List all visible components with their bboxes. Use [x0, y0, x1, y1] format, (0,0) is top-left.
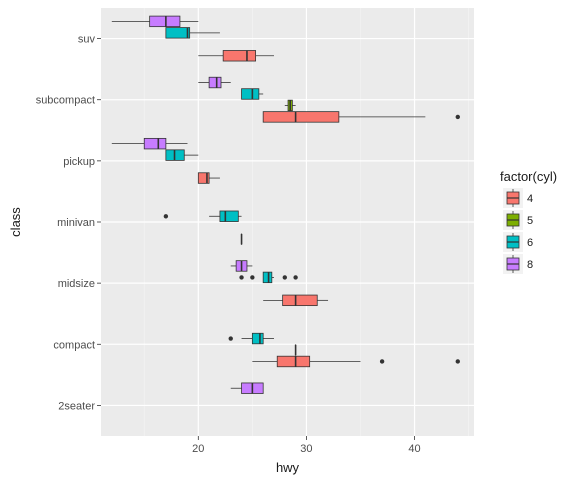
legend-label: 6: [527, 237, 533, 249]
box-suv-cyl8: [111, 15, 199, 28]
box-body: [149, 15, 181, 28]
legend-item-cyl5: 5: [503, 210, 533, 230]
y-tick-label: midsize: [58, 278, 95, 290]
box-body: [251, 332, 264, 345]
outlier-point: [282, 275, 287, 280]
box-compact-cyl6: [228, 332, 274, 345]
box-midsize-cyl8: [230, 260, 253, 272]
y-tick-label: pickup: [63, 156, 95, 168]
legend-title: factor(cyl): [500, 169, 557, 184]
x-axis-title: hwy: [276, 460, 300, 475]
legend-item-cyl6: 6: [503, 232, 533, 252]
legend-item-cyl8: 8: [503, 254, 533, 274]
outlier-point: [455, 114, 460, 120]
box-body: [282, 294, 318, 307]
outlier-point: [163, 214, 169, 219]
legend-entries: 4 5 6 8: [503, 188, 533, 274]
box-body: [276, 355, 311, 368]
y-axis: 2seater compact midsize minivan pickup subcom…: [36, 34, 101, 412]
legend-item-cyl4: 4: [503, 188, 533, 208]
boxes-layer: [111, 15, 460, 394]
box-compact-cyl4: [252, 355, 460, 368]
box-body: [208, 76, 222, 89]
watermark-text: 微信号: louwill12: [451, 450, 556, 465]
box-body: [222, 50, 257, 62]
x-tick-label: 40: [408, 443, 420, 455]
box-pickup-cyl6: [165, 149, 199, 161]
y-tick-label: 2seater: [58, 400, 95, 412]
box-2seater-cyl8: [230, 382, 264, 394]
box-pickup-cyl8: [111, 137, 188, 150]
wechat-icon: [424, 447, 446, 465]
legend-label: 5: [527, 215, 533, 227]
legend-label: 8: [527, 259, 533, 271]
box-suv-cyl4: [198, 50, 274, 62]
x-tick-label: 20: [192, 443, 204, 455]
y-tick-label: minivan: [57, 217, 95, 229]
outlier-point: [239, 275, 244, 280]
outlier-point: [455, 359, 460, 364]
box-body: [219, 210, 239, 222]
outlier-point: [379, 359, 385, 364]
box-subcompact-cyl6: [241, 88, 264, 100]
box-suv-cyl6: [165, 27, 220, 39]
box-midsize-cyl4: [263, 294, 329, 307]
box-subcompact-cyl5: [284, 99, 296, 112]
box-pickup-cyl4: [197, 172, 220, 184]
y-tick-label: suv: [78, 34, 96, 46]
box-midsize-cyl6: [239, 271, 298, 284]
box-body: [262, 111, 340, 123]
legend: factor(cyl) 4 5 6 8: [500, 169, 557, 274]
box-minivan-cyl6: [163, 210, 242, 222]
x-tick-label: 30: [300, 443, 312, 455]
box-body: [165, 27, 191, 39]
box-subcompact-cyl4: [262, 111, 460, 123]
x-axis: 20 30 40: [192, 436, 421, 455]
y-tick-label: subcompact: [36, 95, 95, 107]
box-body: [143, 137, 167, 150]
y-tick-label: compact: [53, 339, 95, 351]
box-body: [262, 271, 273, 284]
outlier-point: [250, 275, 255, 280]
box-body: [241, 88, 260, 100]
grid-major: [101, 8, 474, 436]
legend-label: 4: [527, 193, 533, 205]
box-body: [197, 172, 210, 184]
box-subcompact-cyl8: [198, 76, 231, 89]
watermark: 微信号: louwill12: [424, 447, 556, 465]
outlier-point: [293, 275, 298, 280]
outlier-point: [228, 336, 233, 341]
y-axis-title: class: [8, 207, 23, 237]
